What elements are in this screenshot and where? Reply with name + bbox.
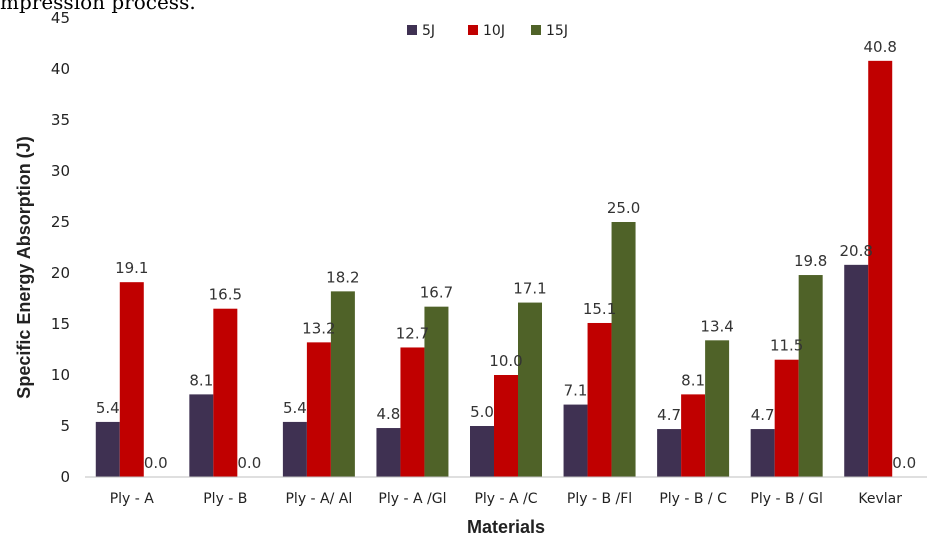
legend-swatch (407, 25, 417, 35)
bar-10J (681, 394, 706, 477)
y-tick-label: 5 (60, 417, 70, 435)
bar-15J (611, 222, 636, 477)
bar-15J (705, 340, 730, 477)
y-axis-title: Specific Energy Absorption (J) (14, 136, 34, 398)
data-label: 18.2 (326, 268, 359, 286)
legend-swatch (531, 25, 541, 35)
bar-10J (868, 60, 893, 478)
bar-15J (518, 302, 542, 477)
legend-label: 15J (546, 23, 568, 39)
x-tick-label: Ply - B /Fl (567, 491, 632, 507)
data-label: 8.1 (681, 371, 705, 389)
data-label: 0.0 (144, 454, 168, 472)
bar-5J (844, 264, 869, 477)
legend-label: 10J (483, 23, 505, 39)
bar-15J (330, 291, 355, 477)
bar-10J (213, 308, 238, 477)
bar-5J (563, 404, 588, 477)
data-label: 13.2 (302, 319, 335, 337)
bar-10J (119, 282, 144, 477)
data-labels: 5.4 19.1 0.0 8.1 16.5 0.0 5.4 13.2 18.2 4.8 12.7 16… (96, 38, 916, 472)
legend-swatch (468, 25, 478, 35)
data-label: 40.8 (864, 38, 897, 56)
x-tick-label: Ply - B (203, 491, 247, 507)
data-label: 25.0 (607, 199, 640, 217)
bar-5J (189, 394, 214, 477)
y-tick-label: 40 (51, 60, 70, 78)
data-label: 0.0 (237, 454, 261, 472)
data-label: 12.7 (396, 324, 429, 342)
y-tick-label: 15 (51, 315, 70, 333)
data-label: 5.4 (96, 399, 120, 417)
legend: 5J 10J 15J (407, 23, 568, 39)
x-tick-label: Ply - A /Gl (378, 491, 446, 507)
data-label: 16.7 (420, 284, 453, 302)
data-label: 20.8 (840, 242, 873, 260)
y-tick-label: 25 (51, 213, 70, 231)
data-label: 4.7 (657, 406, 681, 424)
y-tick-label: 35 (51, 111, 70, 129)
x-tick-label: Ply - A /C (474, 491, 537, 507)
bar-15J (424, 306, 449, 477)
bar-10J (774, 359, 799, 477)
data-label: 10.0 (489, 352, 522, 370)
data-label: 13.4 (700, 317, 733, 335)
data-label: 4.8 (377, 405, 401, 423)
bar-15J (798, 275, 823, 477)
bar-5J (282, 421, 307, 477)
x-tick-label: Ply - B / Gl (750, 491, 823, 507)
data-label: 5.4 (283, 399, 307, 417)
x-axis-categories: Ply - A Ply - B Ply - A/ Al Ply - A /Gl Ply … (110, 491, 903, 507)
bar-10J (400, 347, 425, 477)
data-label: 5.0 (470, 403, 494, 421)
bar-5J (470, 426, 494, 477)
bar-10J (494, 375, 518, 477)
caption-fragment: mpression process. (0, 0, 196, 14)
y-tick-label: 10 (51, 366, 70, 384)
bar-10J (306, 342, 331, 477)
data-label: 16.5 (209, 286, 242, 304)
bar-5J (95, 421, 120, 477)
data-label: 19.1 (115, 259, 148, 277)
y-axis-ticks: 0 5 10 15 20 25 30 35 40 45 (51, 9, 70, 486)
data-label: 0.0 (892, 454, 916, 472)
data-label: 17.1 (513, 280, 546, 298)
data-label: 8.1 (189, 371, 213, 389)
x-tick-label: Ply - A/ Al (285, 491, 352, 507)
data-label: 7.1 (564, 382, 588, 400)
bar-5J (376, 428, 401, 477)
y-tick-label: 30 (51, 162, 70, 180)
data-label: 15.1 (583, 300, 616, 318)
bar-10J (587, 322, 612, 477)
bar-5J (750, 429, 775, 477)
data-label: 4.7 (751, 406, 775, 424)
data-label: 19.8 (794, 252, 827, 270)
bar-5J (657, 429, 682, 477)
x-tick-label: Kevlar (858, 491, 902, 507)
bars (95, 60, 893, 478)
x-tick-label: Ply - A (110, 491, 155, 507)
x-axis-title: Materials (467, 517, 545, 537)
y-tick-label: 0 (60, 468, 70, 486)
x-tick-label: Ply - B / C (659, 491, 727, 507)
legend-label: 5J (422, 23, 435, 39)
y-tick-label: 20 (51, 264, 70, 282)
data-label: 11.5 (770, 337, 803, 355)
y-tick-label: 45 (51, 9, 70, 27)
